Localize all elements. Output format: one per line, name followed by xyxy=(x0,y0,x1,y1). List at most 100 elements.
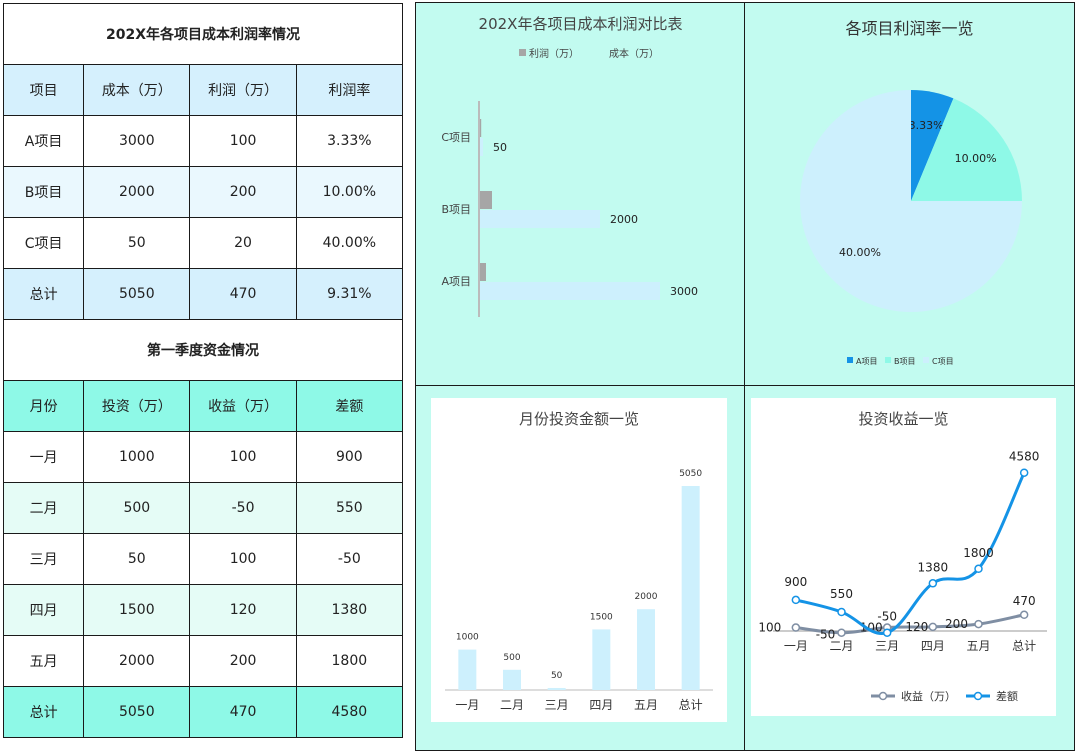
table-cell: -50 xyxy=(189,482,297,534)
table-cell: 5050 xyxy=(83,686,191,738)
table-row: 二月 500 -50 550 xyxy=(2,482,404,534)
table-row: B项目 2000 200 10.00% xyxy=(2,166,404,218)
data-label: 1800 xyxy=(963,546,994,560)
chart-title: 投资收益一览 xyxy=(858,410,949,428)
legend-label: 成本（万） xyxy=(609,47,659,60)
bar xyxy=(503,669,521,690)
pie-slice xyxy=(911,98,1022,201)
data-label: 900 xyxy=(784,575,807,589)
data-point xyxy=(1019,610,1029,620)
table-cell: 40.00% xyxy=(295,217,404,269)
table-cell: 1500 xyxy=(83,584,191,636)
pie-slice xyxy=(911,90,954,201)
table-cell: 200 xyxy=(189,166,297,218)
data-label: 1000 xyxy=(456,633,479,643)
data-point xyxy=(928,579,938,588)
table-cell: 2000 xyxy=(83,166,191,218)
legend-label: 收益（万） xyxy=(901,689,956,703)
category-label: 五月 xyxy=(966,639,990,653)
return-chart-panel: 投资收益一览 一月 二月 三月 四月 五月 总计 100 -50 100 120 200 470 900… xyxy=(744,385,1075,751)
bar xyxy=(458,649,477,690)
legend-swatch xyxy=(885,357,891,363)
data-label: 50 xyxy=(551,671,563,681)
data-point xyxy=(1019,468,1029,477)
table-row: 四月 1500 120 1380 xyxy=(2,584,404,636)
bar xyxy=(681,486,700,690)
table-row: C项目 50 20 40.00% xyxy=(2,217,404,269)
data-point xyxy=(974,619,983,629)
table-cell: 3000 xyxy=(83,115,191,167)
table1-header: 成本（万） xyxy=(83,64,191,116)
category-label: 一月 xyxy=(455,698,479,712)
table-row: 一月 1000 100 900 xyxy=(2,431,404,483)
table-row: A项目 3000 100 3.33% xyxy=(2,115,404,167)
table2-header: 投资（万） xyxy=(83,380,191,432)
table-cell: C项目 xyxy=(2,217,85,269)
legend-label: 利润（万） xyxy=(529,47,579,60)
data-label: 50 xyxy=(493,141,507,154)
category-label: B项目 xyxy=(441,203,471,216)
table-cell: B项目 xyxy=(2,166,85,218)
table-cell: 900 xyxy=(295,431,404,483)
table-cell: 100 xyxy=(189,115,297,167)
data-label: 2000 xyxy=(610,213,638,226)
pie-slice xyxy=(800,90,1022,312)
data-label: 100 xyxy=(860,621,883,635)
category-label: 总计 xyxy=(679,698,703,712)
table-cell: 50 xyxy=(83,533,191,585)
cost-bar xyxy=(480,138,483,156)
table-cell: 2000 xyxy=(83,635,191,687)
cost-bar xyxy=(480,282,660,300)
profit-rate-chart-panel: 各项目利润率一览 3.33% 10.00% 40.00% A项目 B项目 C项目 xyxy=(744,2,1075,387)
legend-marker xyxy=(878,691,888,701)
table-cell: 1800 xyxy=(295,635,404,687)
legend-swatch xyxy=(923,357,929,363)
data-label: 4580 xyxy=(1009,450,1040,464)
investment-chart-panel: 月份投资金额一览 1000 一月 500 二月 50 三月 1500 四月 2000 五月 5050… xyxy=(415,385,746,751)
table1-header: 项目 xyxy=(2,64,85,116)
category-label: C项目 xyxy=(441,131,471,144)
slice-label: 10.00% xyxy=(955,152,997,165)
table-cell: 500 xyxy=(83,482,191,534)
table-row: 五月 2000 200 1800 xyxy=(2,635,404,687)
category-label: 总计 xyxy=(1012,639,1036,653)
cost-bar xyxy=(480,210,600,228)
table-cell: 总计 xyxy=(2,686,85,738)
data-point xyxy=(837,628,846,637)
data-tables: 202X年各项目成本利润率情况 项目 成本（万） 利润（万） 利润率 A项目 3… xyxy=(2,3,404,738)
bar xyxy=(592,629,611,690)
category-label: A项目 xyxy=(441,275,471,288)
table-cell: 20 xyxy=(189,217,297,269)
table-cell: 550 xyxy=(295,482,404,534)
table-cell: 四月 xyxy=(2,584,85,636)
table-cell: 五月 xyxy=(2,635,85,687)
table-cell: 1380 xyxy=(295,584,404,636)
data-point xyxy=(974,564,983,574)
table-cell: 1000 xyxy=(83,431,191,483)
data-point xyxy=(882,628,892,637)
bar xyxy=(547,687,566,690)
legend-swatch xyxy=(599,49,606,56)
data-point xyxy=(791,595,801,605)
table-cell: 200 xyxy=(189,635,297,687)
data-point xyxy=(791,623,801,632)
table-cell: 470 xyxy=(189,268,297,320)
data-label: -50 xyxy=(816,628,836,642)
category-label: 一月 xyxy=(784,639,808,653)
profit-bar xyxy=(480,263,486,281)
table-cell: 100 xyxy=(189,431,297,483)
table-cell: 总计 xyxy=(2,268,85,320)
category-label: 四月 xyxy=(589,698,613,712)
table-cell: 一月 xyxy=(2,431,85,483)
category-label: 四月 xyxy=(921,639,945,653)
data-label: 100 xyxy=(758,621,781,635)
data-label: 470 xyxy=(1013,594,1036,608)
table-cell: 120 xyxy=(189,584,297,636)
chart-title: 202X年各项目成本利润对比表 xyxy=(478,15,683,33)
table-cell: 3.33% xyxy=(295,115,404,167)
data-label: 5050 xyxy=(679,469,702,479)
table-cell: 5050 xyxy=(83,268,191,320)
category-label: 二月 xyxy=(829,639,853,653)
table2-header: 收益（万） xyxy=(189,380,297,432)
table2-title: 第一季度资金情况 xyxy=(3,319,403,381)
